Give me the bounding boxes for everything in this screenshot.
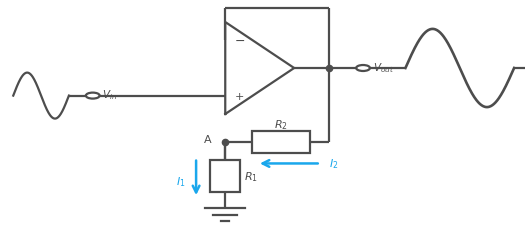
Text: −: − xyxy=(235,35,245,48)
Text: $R_2$: $R_2$ xyxy=(274,118,288,132)
Bar xyxy=(252,131,310,153)
Text: $V_{in}$: $V_{in}$ xyxy=(102,88,118,102)
Text: $R_1$: $R_1$ xyxy=(244,169,258,183)
Text: A: A xyxy=(205,135,212,145)
Bar xyxy=(210,160,240,192)
Text: $I_2$: $I_2$ xyxy=(329,157,338,171)
Text: +: + xyxy=(235,91,244,101)
Text: $I_1$: $I_1$ xyxy=(176,174,186,188)
Text: $V_{out}$: $V_{out}$ xyxy=(373,61,394,74)
